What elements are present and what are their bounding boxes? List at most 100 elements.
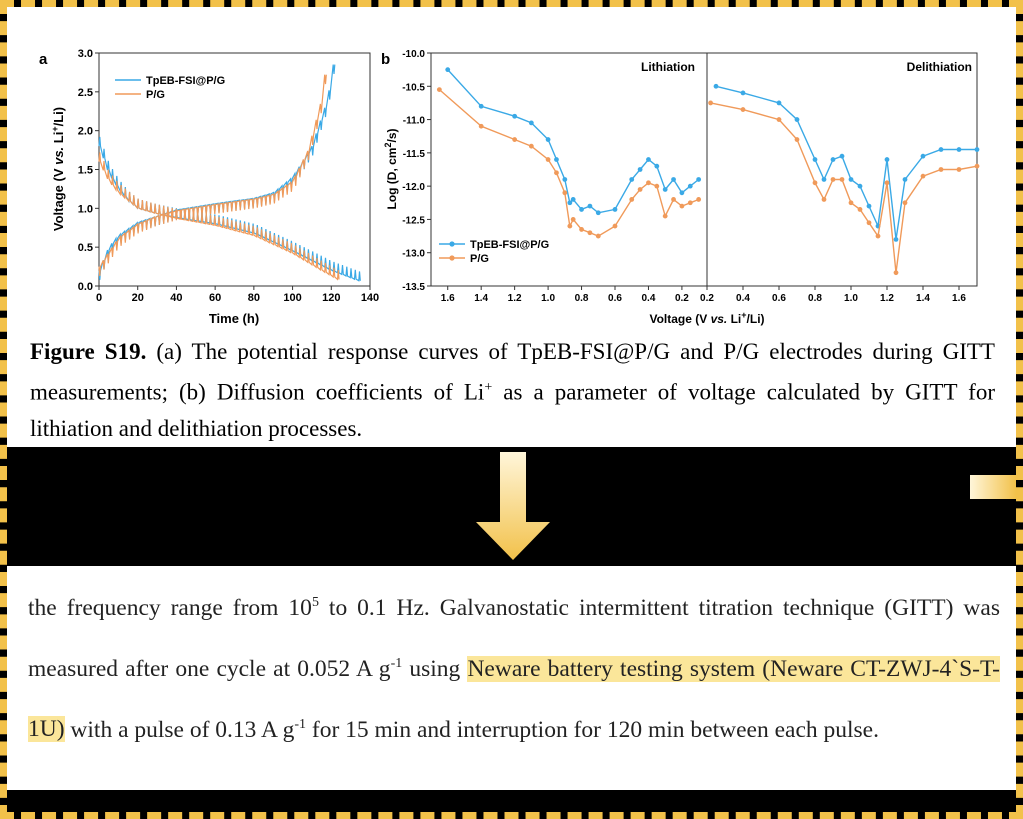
data-point: [587, 203, 593, 209]
data-point: [646, 180, 651, 186]
data-point: [587, 230, 593, 236]
data-point: [554, 170, 559, 176]
data-point: [595, 210, 601, 216]
legend-b-pg: P/G: [470, 253, 489, 265]
data-point: [812, 180, 818, 186]
figure-panel: a 0 20 40 60 80 100 120 140 0.0 0.5 1.0 1.5 2.0 2.5 3.…: [7, 7, 1016, 447]
data-point: [902, 177, 908, 182]
panel-b-lines: [436, 67, 980, 276]
data-point: [436, 87, 442, 93]
data-point: [696, 197, 702, 202]
down-arrow-icon: [476, 452, 550, 560]
data-point: [938, 167, 944, 172]
data-point: [545, 157, 551, 162]
x-tick-label: 1.6: [441, 293, 455, 304]
data-point: [562, 177, 568, 182]
legend-pg: P/G: [146, 89, 165, 101]
data-point: [902, 200, 908, 206]
data-point: [646, 157, 651, 162]
x-tick-label: 80: [248, 292, 260, 304]
x-tick-label: 1.4: [474, 293, 488, 304]
y-tick-label: 2.0: [78, 126, 93, 138]
figure-caption: Figure S19. (a) The potential response c…: [30, 339, 995, 441]
data-point: [445, 67, 451, 73]
methods-paragraph: the frequency range from 105 to 0.1 Hz. …: [28, 594, 1001, 743]
data-point: [974, 163, 980, 169]
data-point: [866, 203, 872, 209]
figure-s19: a 0 20 40 60 80 100 120 140 0.0 0.5 1.0 1.5 2.0 2.5 3.…: [39, 48, 980, 326]
data-point: [562, 190, 568, 196]
data-point: [662, 213, 668, 219]
panel-a-ylabel: Voltage (V vs. Li+/Li): [50, 107, 66, 231]
x-tick-label: 1.0: [541, 293, 555, 304]
x-tick-label: 40: [170, 292, 182, 304]
data-point: [794, 117, 800, 122]
lithiation-title: Lithiation: [641, 60, 695, 74]
data-point: [579, 227, 584, 232]
x-tick-label: 0.8: [808, 293, 822, 304]
data-point: [866, 220, 872, 226]
data-point: [696, 177, 702, 182]
data-point: [857, 183, 863, 189]
y-tick-label: 0.0: [78, 281, 93, 293]
data-point: [595, 233, 601, 239]
data-point: [830, 157, 836, 162]
y-tick-label: -11.0: [403, 116, 426, 127]
x-tick-label: 0.2: [700, 293, 714, 304]
y-tick-label: -12.5: [402, 215, 425, 226]
data-point: [839, 153, 845, 159]
data-point: [528, 143, 534, 149]
data-point: [528, 120, 534, 126]
data-point: [662, 187, 668, 192]
data-point: [893, 237, 899, 242]
x-tick-label: 140: [361, 292, 379, 304]
y-tick-label: 3.0: [78, 48, 93, 60]
right-arrow-stub: [970, 475, 1016, 499]
data-point: [884, 157, 890, 162]
data-point: [884, 180, 890, 186]
series-tpeb-delithiation: [715, 85, 977, 240]
data-point: [671, 177, 676, 182]
data-point: [821, 177, 827, 182]
panel-a-lines: [98, 64, 361, 282]
data-point: [612, 207, 618, 212]
data-point: [740, 90, 746, 96]
legend-b-tpeb: TpEB-FSI@P/G: [470, 239, 549, 251]
data-point: [512, 113, 518, 119]
delithiation-title: Delithiation: [907, 60, 972, 74]
data-point: [654, 163, 660, 169]
y-tick-label: -10.0: [402, 49, 425, 60]
x-tick-label: 1.2: [508, 293, 522, 304]
data-point: [848, 177, 854, 182]
panel-b-ticks: -10.0 -10.5 -11.0 -11.5 -12.0 -12.5 -13.0 -13.5…: [402, 49, 966, 304]
data-point: [875, 233, 881, 239]
data-point: [830, 177, 836, 182]
data-point: [713, 83, 719, 89]
text-excerpt-panel: the frequency range from 105 to 0.1 Hz. …: [7, 566, 1016, 790]
x-tick-label: 0.4: [642, 293, 656, 304]
panel-b-label: b: [381, 51, 390, 68]
series-tpeb-lithiation: [447, 69, 700, 214]
panel-b-xlabel: Voltage (V vs. Li+/Li): [649, 310, 764, 326]
data-point: [956, 147, 962, 152]
y-tick-label: 1.0: [78, 203, 93, 215]
y-tick-label: 2.5: [78, 87, 93, 99]
y-tick-label: -12.0: [402, 182, 425, 193]
data-point: [740, 107, 746, 112]
series-pg-delithiation: [710, 102, 978, 273]
data-point: [637, 187, 643, 192]
x-tick-label: 120: [322, 292, 340, 304]
data-point: [629, 177, 635, 182]
data-point: [612, 223, 618, 229]
y-tick-label: -13.5: [402, 282, 425, 293]
data-point: [570, 197, 576, 202]
x-tick-label: 0.6: [608, 293, 622, 304]
x-tick-label: 1.2: [880, 293, 894, 304]
data-point: [478, 123, 484, 129]
x-tick-label: 1.4: [916, 293, 930, 304]
x-tick-label: 1.6: [952, 293, 966, 304]
data-point: [938, 147, 944, 152]
data-point: [821, 197, 827, 202]
data-point: [637, 167, 643, 172]
